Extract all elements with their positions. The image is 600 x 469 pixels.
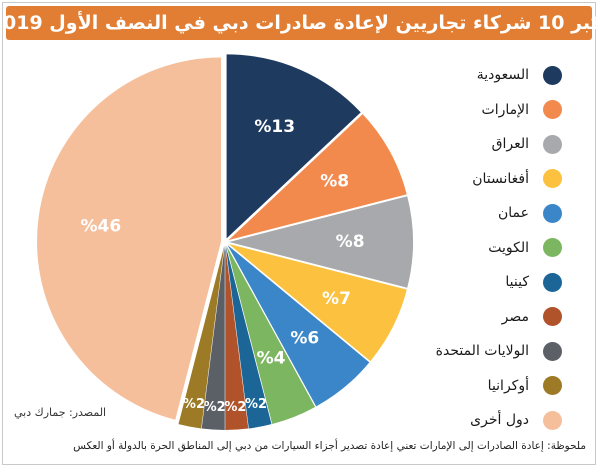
- slice-data-label: %2: [204, 400, 226, 415]
- slice-data-label: %6: [290, 328, 319, 348]
- legend-swatch: [543, 307, 562, 327]
- pie-slice: [226, 54, 361, 239]
- legend-swatch: [543, 203, 562, 223]
- legend-label: العراق: [491, 136, 529, 153]
- legend-swatch: [543, 376, 562, 396]
- pie-slice: [228, 114, 407, 241]
- legend-label: الولايات المتحدة: [435, 343, 529, 360]
- legend-swatch: [543, 169, 562, 189]
- legend-label: السعودية: [476, 67, 529, 84]
- slice-data-label: %2: [224, 400, 246, 415]
- slice-data-label: %46: [81, 216, 122, 236]
- legend-label: أفغانستان: [472, 170, 529, 187]
- legend-label: أوكرانيا: [487, 377, 529, 394]
- legend-label: دول أخرى: [470, 412, 529, 429]
- legend-item: السعودية: [412, 58, 562, 93]
- legend-label: عمان: [498, 205, 529, 222]
- legend-label: مصر: [501, 308, 529, 325]
- legend-swatch: [543, 65, 562, 85]
- source-text: المصدر: جمارك دبي: [14, 406, 107, 419]
- slice-data-label: %4: [257, 348, 286, 368]
- legend: السعودية الإمارات العراق أفغانستان عمان الكوي…: [412, 58, 562, 438]
- slice-data-label: %13: [254, 117, 295, 137]
- pie-slice: [178, 245, 225, 429]
- pie-slice: [201, 245, 225, 430]
- pie-slice: [37, 57, 222, 420]
- legend-label: الإمارات: [481, 101, 529, 118]
- legend-swatch: [543, 238, 562, 258]
- slice-data-label: %7: [322, 289, 351, 309]
- legend-label: كينيا: [505, 274, 529, 291]
- legend-item: مصر: [412, 300, 562, 335]
- pie-slice: [227, 245, 370, 407]
- legend-item: الإمارات: [412, 93, 562, 128]
- pie-slice: [225, 245, 272, 429]
- pie-slice: [225, 245, 249, 430]
- legend-item: أفغانستان: [412, 162, 562, 197]
- legend-swatch: [543, 134, 562, 154]
- legend-item: دول أخرى: [412, 403, 562, 438]
- chart-title: أكبر 10 شركاء تجاريين لإعادة صادرات دبي …: [0, 6, 600, 40]
- slice-data-label: %8: [336, 232, 365, 252]
- legend-label: الكويت: [488, 239, 529, 256]
- legend-item: الكويت: [412, 231, 562, 266]
- legend-swatch: [543, 410, 562, 430]
- legend-swatch: [543, 272, 562, 292]
- pie-slice: [228, 243, 407, 362]
- legend-item: أوكرانيا: [412, 369, 562, 404]
- legend-swatch: [543, 100, 562, 120]
- legend-item: عمان: [412, 196, 562, 231]
- footnote-text: ملحوظة: إعادة الصادرات إلى الإمارات تعني…: [73, 440, 586, 452]
- slice-data-label: %2: [245, 397, 267, 412]
- legend-swatch: [543, 341, 562, 361]
- legend-item: العراق: [412, 127, 562, 162]
- chart-title-text: أكبر 10 شركاء تجاريين لإعادة صادرات دبي …: [0, 12, 600, 34]
- pie-slice: [229, 196, 413, 288]
- legend-item: الولايات المتحدة: [412, 334, 562, 369]
- slice-data-label: %2: [183, 397, 205, 412]
- slice-data-label: %8: [320, 172, 349, 192]
- legend-item: كينيا: [412, 265, 562, 300]
- pie-slice: [226, 245, 316, 424]
